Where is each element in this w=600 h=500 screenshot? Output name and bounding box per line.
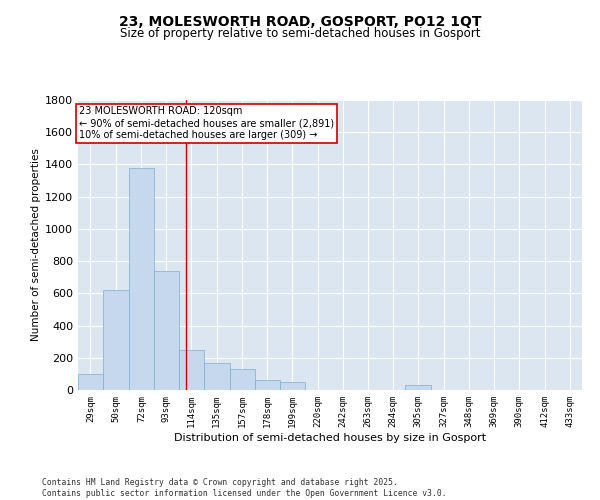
Bar xyxy=(406,385,431,390)
Text: Contains HM Land Registry data © Crown copyright and database right 2025.
Contai: Contains HM Land Registry data © Crown c… xyxy=(42,478,446,498)
Text: Size of property relative to semi-detached houses in Gosport: Size of property relative to semi-detach… xyxy=(120,28,480,40)
Bar xyxy=(179,350,204,390)
Bar xyxy=(230,369,254,390)
Text: 23 MOLESWORTH ROAD: 120sqm
← 90% of semi-detached houses are smaller (2,891)
10%: 23 MOLESWORTH ROAD: 120sqm ← 90% of semi… xyxy=(79,106,334,140)
Bar xyxy=(154,271,179,390)
Bar xyxy=(78,374,103,390)
Bar xyxy=(254,380,280,390)
Bar xyxy=(204,362,230,390)
X-axis label: Distribution of semi-detached houses by size in Gosport: Distribution of semi-detached houses by … xyxy=(174,432,486,442)
Bar xyxy=(280,382,305,390)
Bar xyxy=(129,168,154,390)
Y-axis label: Number of semi-detached properties: Number of semi-detached properties xyxy=(31,148,41,342)
Bar xyxy=(103,290,129,390)
Text: 23, MOLESWORTH ROAD, GOSPORT, PO12 1QT: 23, MOLESWORTH ROAD, GOSPORT, PO12 1QT xyxy=(119,15,481,29)
